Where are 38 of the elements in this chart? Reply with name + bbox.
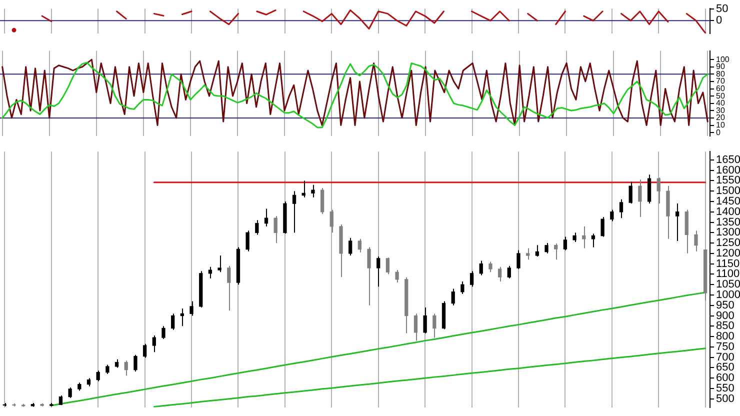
y-tick-label: 10 — [716, 120, 726, 130]
y-tick-label: 650 — [716, 362, 734, 374]
y-tick-label: 900 — [716, 310, 734, 322]
y-tick-label: 1200 — [716, 247, 740, 260]
y-tick-label: 550 — [716, 382, 734, 395]
y-tick-label: 950 — [716, 299, 734, 312]
y-tick-label: 1400 — [716, 206, 740, 218]
y-tick-label: 60 — [716, 84, 726, 93]
y-tick-label: 1250 — [716, 237, 740, 250]
y-tick-label: 1000 — [716, 289, 740, 302]
y-tick-label: 700 — [716, 351, 734, 364]
y-tick-label: 50 — [716, 91, 726, 100]
y-tick-label: 70 — [716, 76, 726, 86]
y-tick-label: 1450 — [716, 196, 740, 208]
y-tick-label: 1500 — [716, 185, 740, 198]
y-tick-label: 20 — [716, 113, 726, 122]
y-tick-label: 800 — [716, 330, 734, 343]
y-tick-label: 50 — [716, 3, 728, 16]
y-tick-label: 1600 — [716, 164, 740, 176]
y-tick-label: 850 — [716, 320, 734, 332]
y-tick-label: 500 — [716, 392, 734, 405]
y-tick-label: 1350 — [716, 216, 740, 228]
y-tick-label: 1650 — [716, 154, 740, 166]
y-tick-label: 100 — [716, 54, 730, 64]
y-tick-label: 0 — [716, 128, 721, 137]
y-tick-label: 1300 — [716, 226, 740, 239]
y-tick-label: 750 — [716, 340, 734, 353]
y-tick-label: 80 — [716, 69, 726, 78]
y-tick-label: 1100 — [716, 268, 740, 280]
y-tick-label: 40 — [716, 98, 726, 108]
y-tick-label: 30 — [716, 106, 726, 115]
y-tick-label: 0 — [716, 14, 722, 27]
y-tick-label: 90 — [716, 62, 726, 72]
candlestick — [218, 255, 222, 273]
y-tick-label: 600 — [716, 372, 734, 384]
y-tick-label: 1550 — [716, 174, 740, 187]
y-tick-label: 1150 — [716, 258, 740, 270]
y-tick-label: 1050 — [716, 278, 740, 291]
